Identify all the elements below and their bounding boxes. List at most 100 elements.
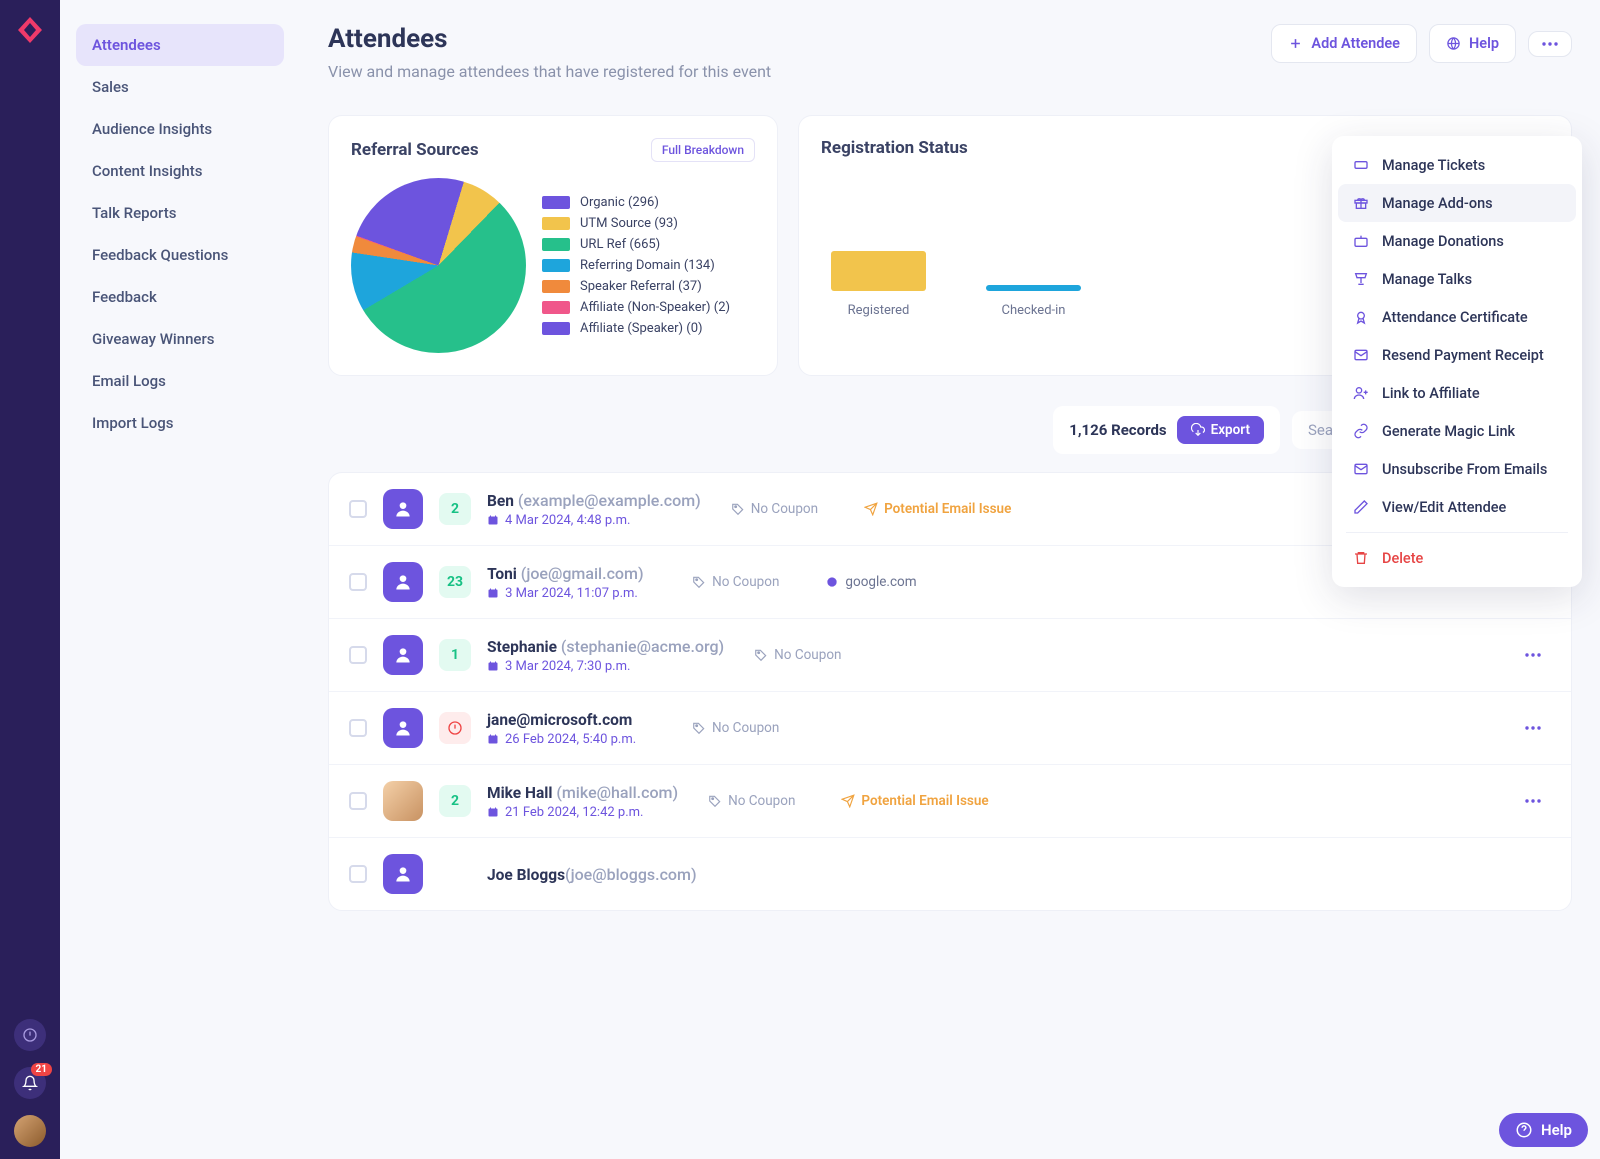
ctx-item-manage-add-ons[interactable]: Manage Add-ons [1338, 184, 1576, 222]
mail-icon [1352, 346, 1370, 364]
legend-label: Speaker Referral (37) [580, 279, 702, 294]
sidebar-item-attendees[interactable]: Attendees [76, 24, 284, 66]
help-button[interactable]: Help [1429, 24, 1516, 63]
legend-swatch [542, 196, 570, 209]
help-fab[interactable]: Help [1499, 1113, 1588, 1147]
legend-label: URL Ref (665) [580, 237, 660, 252]
attendee-avatar [383, 781, 423, 821]
hints-icon[interactable] [14, 1019, 46, 1051]
ctx-item-label: Resend Payment Receipt [1382, 347, 1544, 364]
navrail: 21 [0, 0, 60, 1159]
ctx-item-label: Manage Add-ons [1382, 195, 1493, 212]
attendee-avatar [383, 489, 423, 529]
notification-badge: 21 [31, 1063, 52, 1076]
row-checkbox[interactable] [349, 573, 367, 591]
legend-item: Organic (296) [542, 195, 730, 210]
export-button[interactable]: Export [1177, 416, 1264, 444]
bar [831, 251, 926, 291]
row-more-button[interactable] [1515, 710, 1551, 746]
ctx-item-label: Manage Tickets [1382, 157, 1485, 174]
notifications-icon[interactable]: 21 [14, 1067, 46, 1099]
attendee-avatar [383, 562, 423, 602]
bar-column: Registered [831, 251, 926, 318]
sidebar-item-audience-insights[interactable]: Audience Insights [76, 108, 284, 150]
ticket-icon [1352, 156, 1370, 174]
ctx-item-label: Unsubscribe From Emails [1382, 461, 1547, 478]
row-more-button[interactable] [1515, 783, 1551, 819]
ctx-item-delete[interactable]: Delete [1338, 539, 1576, 577]
attendee-coupon: No Coupon [708, 793, 795, 809]
attendee-avatar [383, 854, 423, 894]
sidebar-item-content-insights[interactable]: Content Insights [76, 150, 284, 192]
row-checkbox[interactable] [349, 719, 367, 737]
ctx-item-unsubscribe-from-emails[interactable]: Unsubscribe From Emails [1338, 450, 1576, 488]
attendee-avatar [383, 635, 423, 675]
row-more-button[interactable] [1515, 637, 1551, 673]
legend-label: UTM Source (93) [580, 216, 678, 231]
legend-label: Referring Domain (134) [580, 258, 715, 273]
attendee-email: (mike@hall.com) [556, 783, 678, 802]
ctx-item-link-to-affiliate[interactable]: Link to Affiliate [1338, 374, 1576, 412]
attendee-row: 2Mike Hall (mike@hall.com)21 Feb 2024, 1… [329, 765, 1571, 838]
row-checkbox[interactable] [349, 500, 367, 518]
legend-item: Affiliate (Speaker) (0) [542, 321, 730, 336]
attendee-date: 3 Mar 2024, 11:07 p.m. [487, 586, 662, 601]
attendee-name: jane@microsoft.com [487, 711, 632, 729]
row-checkbox[interactable] [349, 865, 367, 883]
attendee-count-badge: 2 [439, 493, 471, 525]
ctx-item-generate-magic-link[interactable]: Generate Magic Link [1338, 412, 1576, 450]
app-logo[interactable] [12, 12, 48, 48]
sidebar-item-giveaway-winners[interactable]: Giveaway Winners [76, 318, 284, 360]
page-subtitle: View and manage attendees that have regi… [328, 62, 771, 81]
sidebar-item-import-logs[interactable]: Import Logs [76, 402, 284, 444]
link-icon [1352, 422, 1370, 440]
sidebar-item-talk-reports[interactable]: Talk Reports [76, 192, 284, 234]
full-breakdown-button[interactable]: Full Breakdown [651, 138, 755, 162]
referral-legend: Organic (296) UTM Source (93) URL Ref (665… [542, 195, 730, 336]
attendee-coupon: No Coupon [754, 647, 841, 663]
ctx-item-manage-tickets[interactable]: Manage Tickets [1338, 146, 1576, 184]
attendee-email: (joe@bloggs.com) [565, 865, 696, 884]
ctx-item-label: Manage Talks [1382, 271, 1472, 288]
attendee-date: 21 Feb 2024, 12:42 p.m. [487, 805, 678, 820]
attendee-name: Stephanie [487, 638, 561, 656]
row-checkbox[interactable] [349, 792, 367, 810]
legend-item: Referring Domain (134) [542, 258, 730, 273]
attendee-count-badge: 23 [439, 566, 471, 598]
attendee-email: (example@example.com) [518, 491, 701, 510]
help-label: Help [1469, 35, 1499, 52]
ctx-item-label: Link to Affiliate [1382, 385, 1480, 402]
sidebar-item-feedback[interactable]: Feedback [76, 276, 284, 318]
trash-icon [1352, 549, 1370, 567]
cert-icon [1352, 308, 1370, 326]
ctx-item-resend-payment-receipt[interactable]: Resend Payment Receipt [1338, 336, 1576, 374]
legend-swatch [542, 280, 570, 293]
userplus-icon [1352, 384, 1370, 402]
ctx-item-attendance-certificate[interactable]: Attendance Certificate [1338, 298, 1576, 336]
sidebar-item-email-logs[interactable]: Email Logs [76, 360, 284, 402]
legend-item: URL Ref (665) [542, 237, 730, 252]
attendee-date: 4 Mar 2024, 4:48 p.m. [487, 513, 701, 528]
ctx-item-manage-donations[interactable]: Manage Donations [1338, 222, 1576, 260]
sidebar-item-sales[interactable]: Sales [76, 66, 284, 108]
legend-swatch [542, 217, 570, 230]
referral-pie-chart [351, 178, 526, 353]
ctx-item-view-edit-attendee[interactable]: View/Edit Attendee [1338, 488, 1576, 526]
sidebar-item-feedback-questions[interactable]: Feedback Questions [76, 234, 284, 276]
user-avatar[interactable] [14, 1115, 46, 1147]
row-checkbox[interactable] [349, 646, 367, 664]
add-attendee-button[interactable]: Add Attendee [1271, 24, 1417, 63]
header-more-button[interactable] [1528, 31, 1572, 57]
ctx-item-label: Manage Donations [1382, 233, 1504, 250]
ctx-item-label: Delete [1382, 550, 1423, 567]
legend-label: Organic (296) [580, 195, 659, 210]
bar [986, 285, 1081, 291]
attendee-name: Toni [487, 565, 521, 583]
attendee-name: Mike Hall [487, 784, 556, 802]
legend-swatch [542, 259, 570, 272]
email-issue-flag: Potential Email Issue [864, 501, 1011, 517]
referral-card-title: Referral Sources [351, 140, 479, 160]
legend-swatch [542, 238, 570, 251]
ctx-item-manage-talks[interactable]: Manage Talks [1338, 260, 1576, 298]
legend-item: Speaker Referral (37) [542, 279, 730, 294]
